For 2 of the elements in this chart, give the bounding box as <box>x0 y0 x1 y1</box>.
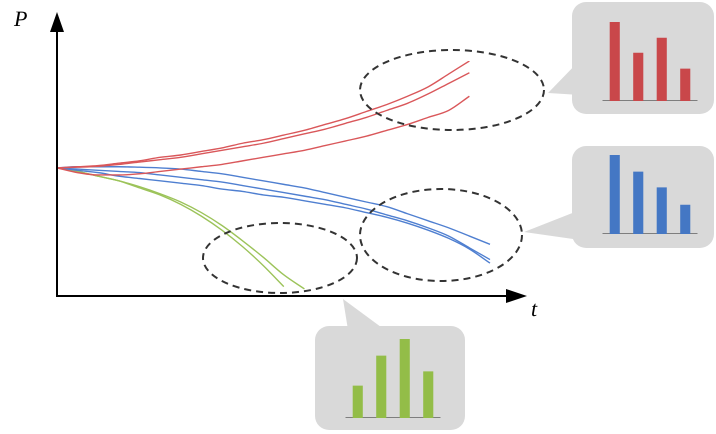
y-axis-title: P <box>14 6 28 32</box>
x-axis-title: t <box>531 296 538 322</box>
